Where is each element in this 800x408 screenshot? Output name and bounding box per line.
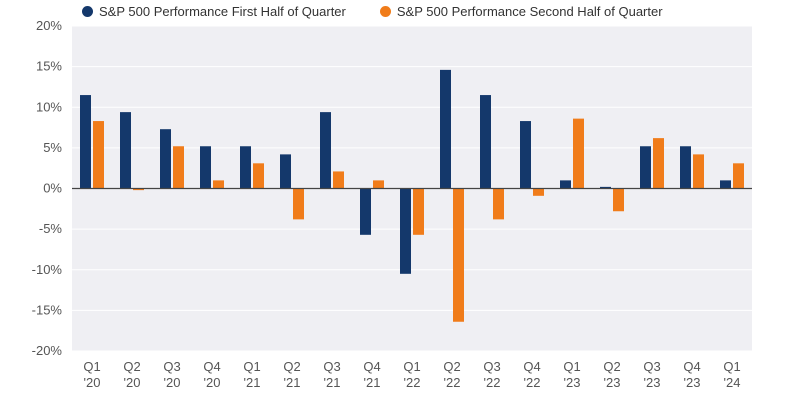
- x-tick-label-year: '23: [644, 375, 661, 390]
- x-tick-label-year: '20: [124, 375, 141, 390]
- bar-second-half: [333, 171, 344, 189]
- x-tick-label-year: '24: [724, 375, 741, 390]
- legend-label-first-half: S&P 500 Performance First Half of Quarte…: [99, 4, 346, 19]
- x-tick-label-quarter: Q3: [323, 359, 340, 374]
- bar-first-half: [520, 121, 531, 189]
- x-tick-label-year: '22: [404, 375, 421, 390]
- legend-item-second-half: S&P 500 Performance Second Half of Quart…: [379, 4, 663, 19]
- x-tick-label-quarter: Q3: [643, 359, 660, 374]
- y-tick-label: 10%: [36, 99, 62, 114]
- x-tick-label-year: '22: [524, 375, 541, 390]
- x-tick-label-quarter: Q1: [403, 359, 420, 374]
- bar-second-half: [373, 180, 384, 189]
- bar-first-half: [320, 112, 331, 189]
- bar-second-half: [93, 121, 104, 189]
- bar-second-half: [693, 154, 704, 189]
- x-tick-label-year: '22: [444, 375, 461, 390]
- bar-second-half: [133, 188, 144, 191]
- y-tick-label: 20%: [36, 18, 62, 33]
- x-tick-label-quarter: Q4: [523, 359, 540, 374]
- y-tick-label: 5%: [43, 140, 62, 155]
- bar-second-half: [573, 118, 584, 189]
- legend-swatch-second-half: [379, 6, 391, 17]
- x-tick-label-year: '21: [364, 375, 381, 390]
- x-tick-label-quarter: Q4: [363, 359, 380, 374]
- bar-first-half: [120, 112, 131, 189]
- x-tick-label-quarter: Q3: [483, 359, 500, 374]
- x-tick-label-quarter: Q2: [123, 359, 140, 374]
- x-tick-label-year: '20: [204, 375, 221, 390]
- y-tick-label: -20%: [32, 343, 63, 358]
- y-tick-label: 15%: [36, 59, 62, 74]
- bar-second-half: [533, 188, 544, 196]
- bar-first-half: [80, 95, 91, 189]
- bar-first-half: [480, 95, 491, 189]
- x-tick-label-quarter: Q1: [83, 359, 100, 374]
- y-tick-label: 0%: [43, 181, 62, 196]
- bar-second-half: [173, 146, 184, 189]
- x-tick-label-quarter: Q4: [203, 359, 220, 374]
- x-tick-label-year: '21: [284, 375, 301, 390]
- legend-label-second-half: S&P 500 Performance Second Half of Quart…: [396, 4, 663, 19]
- x-tick-label-year: '23: [604, 375, 621, 390]
- x-tick-label-year: '22: [484, 375, 501, 390]
- bar-first-half: [720, 180, 731, 189]
- bar-first-half: [280, 154, 291, 189]
- bar-second-half: [453, 188, 464, 322]
- x-tick-label-quarter: Q1: [243, 359, 260, 374]
- x-tick-label-quarter: Q4: [683, 359, 700, 374]
- legend: S&P 500 Performance First Half of Quarte…: [82, 4, 697, 19]
- bar-second-half: [213, 180, 224, 189]
- y-tick-label: -15%: [32, 302, 63, 317]
- bar-second-half: [493, 188, 504, 220]
- bar-second-half: [653, 138, 664, 189]
- x-tick-label-quarter: Q3: [163, 359, 180, 374]
- x-tick-label-year: '21: [244, 375, 261, 390]
- bar-first-half: [560, 180, 571, 189]
- x-tick-label-quarter: Q2: [443, 359, 460, 374]
- x-tick-label-quarter: Q1: [723, 359, 740, 374]
- x-tick-label-year: '20: [84, 375, 101, 390]
- bar-second-half: [413, 188, 424, 235]
- bar-first-half: [640, 146, 651, 189]
- bar-second-half: [613, 188, 624, 212]
- x-tick-label-quarter: Q2: [603, 359, 620, 374]
- y-tick-label: -10%: [32, 262, 63, 277]
- bar-first-half: [360, 188, 371, 235]
- bar-second-half: [293, 188, 304, 220]
- bar-first-half: [160, 129, 171, 189]
- bar-first-half: [200, 146, 211, 189]
- bar-first-half: [240, 146, 251, 189]
- x-tick-label-year: '23: [564, 375, 581, 390]
- bar-first-half: [400, 188, 411, 274]
- x-tick-label-year: '21: [324, 375, 341, 390]
- bar-first-half: [680, 146, 691, 189]
- bar-second-half: [253, 163, 264, 189]
- legend-swatch-first-half: [82, 6, 93, 17]
- bar-second-half: [733, 163, 744, 189]
- bar-first-half: [600, 186, 611, 189]
- x-tick-label-quarter: Q1: [563, 359, 580, 374]
- x-tick-label-year: '23: [684, 375, 701, 390]
- y-tick-label: -5%: [39, 221, 63, 236]
- bar-first-half: [440, 69, 451, 189]
- x-tick-label-year: '20: [164, 375, 181, 390]
- legend-item-first-half: S&P 500 Performance First Half of Quarte…: [82, 4, 346, 19]
- x-tick-label-quarter: Q2: [283, 359, 300, 374]
